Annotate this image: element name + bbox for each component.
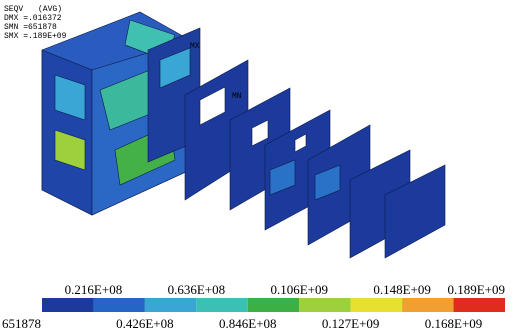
legend-label: 0.127E+09 (322, 316, 380, 331)
color-band (196, 298, 247, 312)
color-band (299, 298, 350, 312)
color-band (351, 298, 402, 312)
average: (AVG) (38, 5, 62, 14)
legend: 651878 0.216E+08 0.426E+08 0.636E+08 0.846E+… (2, 282, 505, 331)
legend-label: 0.106E+09 (270, 282, 328, 297)
min-marker: MN (232, 92, 242, 101)
dmx: DMX =.016372 (4, 14, 62, 23)
legend-label: 0.168E+09 (425, 316, 483, 331)
legend-label: 0.636E+08 (168, 282, 226, 297)
legend-label: 0.216E+08 (65, 282, 123, 297)
color-band (42, 298, 93, 312)
legend-label: 0.426E+08 (116, 316, 174, 331)
legend-label: 0.148E+09 (373, 282, 431, 297)
max-marker: MX (190, 42, 200, 51)
model (42, 12, 445, 258)
color-band (402, 298, 453, 312)
color-band (145, 298, 196, 312)
legend-label: 0.846E+08 (219, 316, 277, 331)
color-band (454, 298, 505, 312)
color-band (248, 298, 299, 312)
legend-label: 0.189E+09 (447, 282, 505, 297)
quantity: SEQV (4, 5, 23, 14)
color-band (93, 298, 144, 312)
smx: SMX =.189E+09 (4, 32, 67, 41)
contour-plot: SEQV (AVG) DMX =.016372 SMN =651878 SMX … (0, 0, 513, 334)
smn: SMN =651878 (4, 23, 57, 32)
legend-label: 651878 (2, 316, 41, 331)
